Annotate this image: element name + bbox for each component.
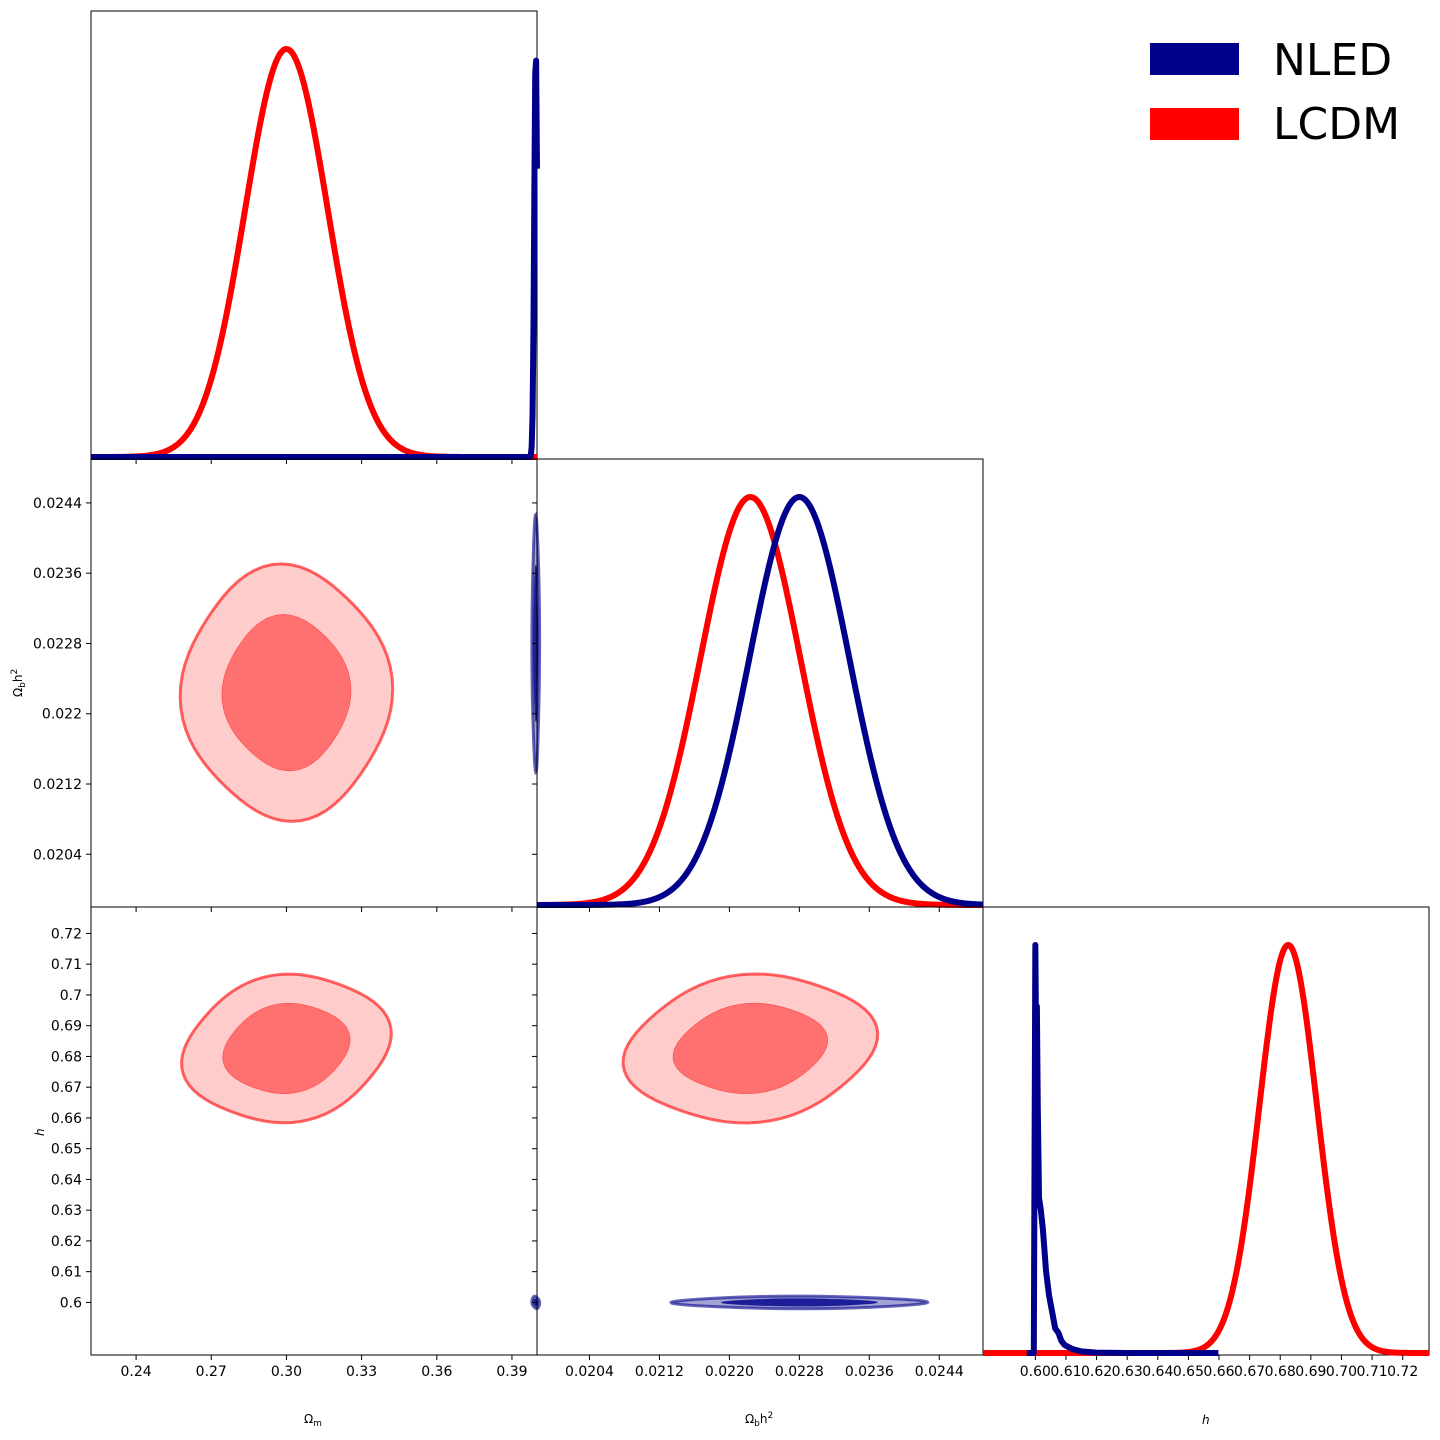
contour-omega-m-omega-bh2-lcdm: [178, 562, 395, 823]
panel-frame: [90, 10, 538, 460]
y-tick-label: 0.022: [42, 707, 82, 723]
y-tick-label: 0.64: [51, 1172, 82, 1188]
y-tick-label: 0.0236: [33, 566, 82, 582]
marginal-omega-bh2-nled: [534, 494, 986, 908]
marginal-omega-m-lcdm: [88, 46, 540, 460]
y-tick-label: 0.0204: [33, 847, 82, 863]
marginal-h-lcdm: [980, 942, 1432, 1356]
x-tick-label: 0.61: [1050, 1364, 1081, 1380]
x-axis-label-omega-m: Ωm: [304, 1412, 322, 1429]
y-tick-label: 0.63: [51, 1203, 82, 1219]
x-tick-label: 0.0244: [915, 1364, 964, 1380]
marginal-omega-m-nled: [88, 57, 540, 460]
x-tick-label: 0.0212: [635, 1364, 684, 1380]
x-tick-label: 0.33: [346, 1364, 377, 1380]
x-tick-label: 0.70: [1326, 1364, 1357, 1380]
x-axis-label-omega-bh2: Ωbh2: [745, 1411, 773, 1429]
y-tick-label: 0.62: [51, 1234, 82, 1250]
x-tick-label: 0.62: [1081, 1364, 1112, 1380]
y-tick-label: 0.71: [51, 957, 82, 973]
legend-swatch-nled: [1150, 43, 1239, 75]
svg-text:h: h: [1202, 1413, 1210, 1427]
y-tick-label: 0.61: [51, 1265, 82, 1281]
y-tick-label: 0.7: [60, 988, 82, 1004]
x-tick-label: 0.0204: [565, 1364, 614, 1380]
legend-swatch-lcdm: [1150, 108, 1239, 140]
y-axis-label-h: h: [33, 1128, 47, 1136]
y-tick-label: 0.68: [51, 1049, 82, 1065]
svg-text:Ωbh2: Ωbh2: [10, 669, 28, 697]
panel-frame: [536, 458, 984, 908]
y-tick-label: 0.72: [51, 926, 82, 942]
y-tick-label: 0.67: [51, 1080, 82, 1096]
y-tick-label: 0.0244: [33, 496, 82, 512]
x-axis-label-h: h: [1202, 1413, 1210, 1427]
x-tick-label: 0.39: [496, 1364, 527, 1380]
y-tick-label: 0.65: [51, 1142, 82, 1158]
y-tick-label: 0.0212: [33, 777, 82, 793]
x-tick-label: 0.30: [271, 1364, 302, 1380]
x-tick-label: 0.60: [1020, 1364, 1051, 1380]
x-tick-label: 0.0220: [705, 1364, 754, 1380]
x-tick-label: 0.67: [1234, 1364, 1265, 1380]
x-tick-label: 0.27: [196, 1364, 227, 1380]
contour-omega-m-h-lcdm: [180, 972, 393, 1125]
svg-text:Ωbh2: Ωbh2: [745, 1411, 773, 1429]
contour-omega-bh2-h-lcdm: [621, 972, 880, 1125]
y-tick-label: 0.66: [51, 1111, 82, 1127]
x-tick-label: 0.0228: [775, 1364, 824, 1380]
y-tick-label: 0.0228: [33, 636, 82, 652]
x-tick-label: 0.64: [1142, 1364, 1173, 1380]
y-tick-label: 0.6: [60, 1295, 82, 1311]
svg-text:Ωm: Ωm: [304, 1412, 322, 1429]
x-tick-label: 0.24: [121, 1364, 152, 1380]
x-tick-label: 0.63: [1112, 1364, 1143, 1380]
x-tick-label: 0.0236: [845, 1364, 894, 1380]
x-tick-label: 0.36: [421, 1364, 452, 1380]
x-tick-label: 0.72: [1387, 1364, 1418, 1380]
marginal-h-nled: [1026, 942, 1219, 1356]
panel-frame: [90, 906, 538, 1356]
y-axis-label-omega-bh2: Ωbh2: [10, 669, 28, 697]
marginal-omega-bh2-lcdm: [534, 494, 986, 908]
x-tick-label: 0.66: [1203, 1364, 1234, 1380]
contour-omega-bh2-h-nled: [668, 1294, 930, 1311]
y-tick-label: 0.69: [51, 1019, 82, 1035]
legend-label-lcdm: LCDM: [1273, 99, 1400, 150]
legend-label-nled: NLED: [1273, 35, 1392, 86]
x-tick-label: 0.69: [1295, 1364, 1326, 1380]
svg-text:h: h: [33, 1128, 47, 1136]
x-tick-label: 0.68: [1265, 1364, 1296, 1380]
x-tick-label: 0.71: [1356, 1364, 1387, 1380]
legend: NLED LCDM: [1150, 35, 1400, 150]
x-tick-label: 0.65: [1173, 1364, 1204, 1380]
